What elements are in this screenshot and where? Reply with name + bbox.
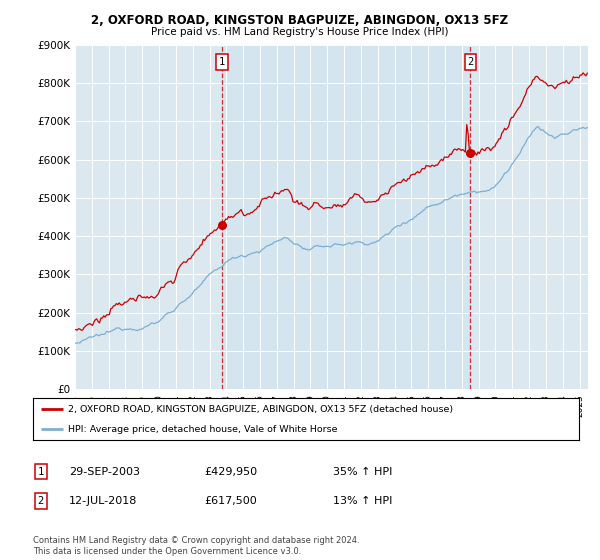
Text: £429,950: £429,950 bbox=[204, 466, 257, 477]
Text: Contains HM Land Registry data © Crown copyright and database right 2024.
This d: Contains HM Land Registry data © Crown c… bbox=[33, 536, 359, 556]
Text: 2, OXFORD ROAD, KINGSTON BAGPUIZE, ABINGDON, OX13 5FZ: 2, OXFORD ROAD, KINGSTON BAGPUIZE, ABING… bbox=[91, 14, 509, 27]
Text: 29-SEP-2003: 29-SEP-2003 bbox=[69, 466, 140, 477]
Text: 2, OXFORD ROAD, KINGSTON BAGPUIZE, ABINGDON, OX13 5FZ (detached house): 2, OXFORD ROAD, KINGSTON BAGPUIZE, ABING… bbox=[68, 405, 454, 414]
Bar bbox=[222, 45, 470, 389]
Text: Price paid vs. HM Land Registry's House Price Index (HPI): Price paid vs. HM Land Registry's House … bbox=[151, 27, 449, 37]
Text: £617,500: £617,500 bbox=[204, 496, 257, 506]
Text: 12-JUL-2018: 12-JUL-2018 bbox=[69, 496, 137, 506]
Text: 13% ↑ HPI: 13% ↑ HPI bbox=[333, 496, 392, 506]
Text: 1: 1 bbox=[38, 466, 44, 477]
Text: 2: 2 bbox=[467, 57, 473, 67]
Text: 1: 1 bbox=[219, 57, 225, 67]
Text: 35% ↑ HPI: 35% ↑ HPI bbox=[333, 466, 392, 477]
Text: 2: 2 bbox=[38, 496, 44, 506]
Text: HPI: Average price, detached house, Vale of White Horse: HPI: Average price, detached house, Vale… bbox=[68, 424, 338, 433]
